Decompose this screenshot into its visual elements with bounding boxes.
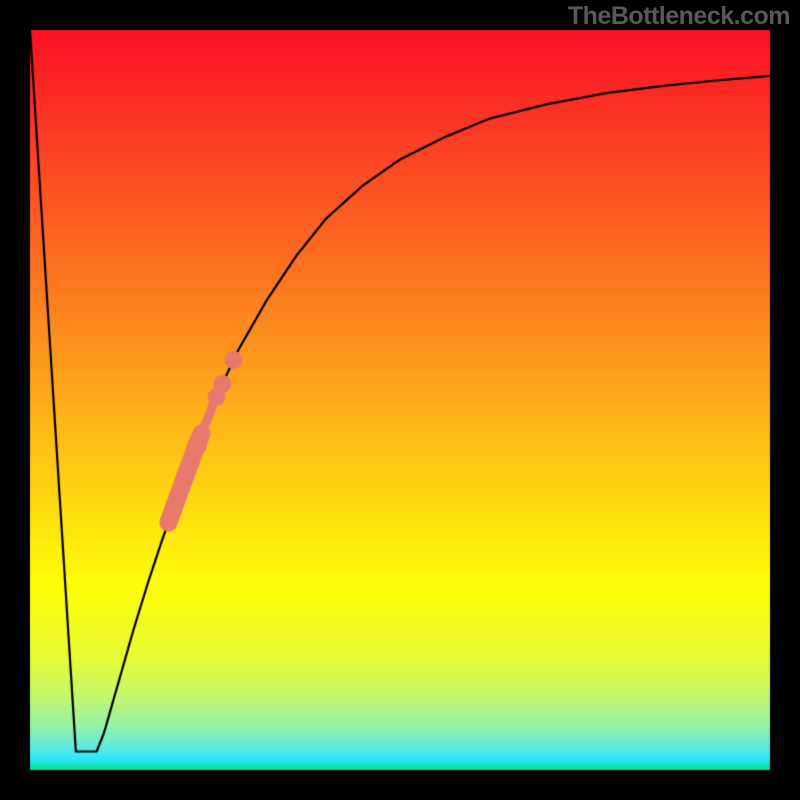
watermark-text: TheBottleneck.com [568, 2, 790, 31]
chart-container: TheBottleneck.com [0, 0, 800, 800]
bottleneck-curve-chart [0, 0, 800, 800]
